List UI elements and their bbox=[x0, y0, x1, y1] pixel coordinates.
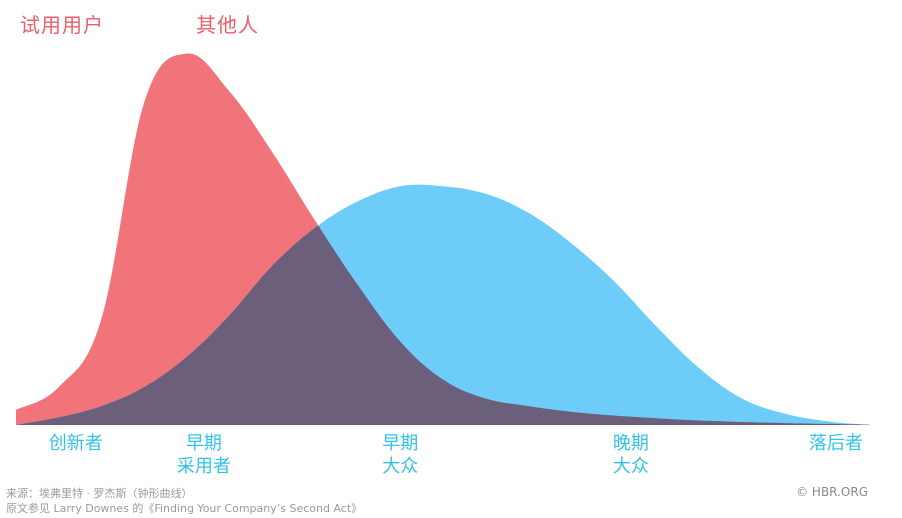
source-line-1: 来源：埃弗里特 · 罗杰斯（钟形曲线） bbox=[6, 487, 193, 500]
legend-trial-users: 试用用户 bbox=[20, 13, 104, 37]
category-label-line: 晚期 bbox=[612, 433, 649, 454]
category-label-line: 大众 bbox=[382, 456, 419, 477]
category-label-line: 早期 bbox=[185, 433, 222, 454]
category-label: 早期 大众 bbox=[382, 432, 418, 478]
category-label-line: 采用者 bbox=[176, 456, 231, 477]
category-label: 创新者 bbox=[49, 432, 103, 455]
category-label: 落后者 bbox=[809, 432, 863, 455]
legend-others: 其他人 bbox=[196, 13, 259, 37]
category-label-line: 落后者 bbox=[808, 433, 863, 454]
category-label-line: 早期 bbox=[382, 433, 419, 454]
hbr-credit: © HBR.ORG bbox=[796, 485, 868, 499]
category-label: 早期 采用者 bbox=[177, 432, 231, 478]
source-line-2: 原文参见 Larry Downes 的《Finding Your Company… bbox=[6, 502, 363, 515]
category-label-line: 创新者 bbox=[48, 433, 103, 454]
category-label: 晚期 大众 bbox=[613, 432, 649, 478]
category-label-line: 大众 bbox=[612, 456, 649, 477]
